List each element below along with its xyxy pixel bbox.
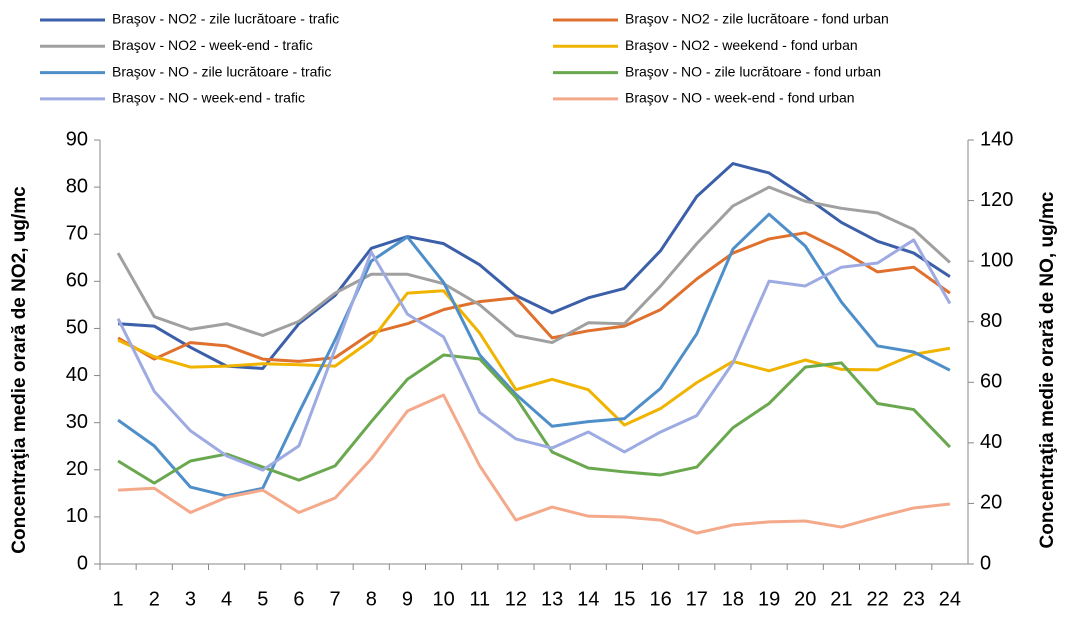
x-tick-label: 15 [613,588,635,610]
legend-label: Braşov - NO - zile lucrătoare - fond urb… [625,63,881,79]
legend-label: Braşov - NO - week-end - fond urban [625,90,855,106]
x-tick-label: 12 [505,588,527,610]
series-line [117,289,951,427]
series-line [116,185,951,345]
x-tick-label: 13 [541,588,563,610]
y-axis-title: Concentraţia medie orară de NO2, ug/mc [9,186,30,554]
x-tick-label: 23 [903,588,925,610]
legend-label: Braşov - NO - zile lucrătoare - trafic [112,63,331,79]
x-tick-label: 7 [330,588,341,610]
y2-tick-label: 100 [980,249,1013,271]
series-line [117,231,951,363]
legend-label: Braşov - NO - week-end - trafic [112,90,305,106]
y-tick-label: 60 [66,270,88,292]
y-tick-label: 90 [66,128,88,150]
x-tick-label: 17 [686,588,708,610]
y-tick-label: 70 [66,223,88,245]
y-tick-label: 20 [66,458,88,480]
legend-label: Braşov - NO2 - week-end - trafic [112,37,313,53]
y2-tick-label: 0 [980,552,991,574]
y2-tick-label: 120 [980,189,1013,211]
x-tick-label: 20 [794,588,816,610]
y-tick-label: 80 [66,175,88,197]
x-tick-label: 9 [402,588,413,610]
x-tick-label: 11 [469,588,490,610]
x-tick-label: 22 [866,588,888,610]
series-line [117,162,951,370]
legend-label: Braşov - NO2 - weekend - fond urban [625,37,858,53]
y2-tick-label: 80 [980,310,1002,332]
x-tick-label: 14 [577,588,599,610]
x-tick-label: 6 [293,588,304,610]
x-tick-label: 24 [939,588,961,610]
y2-tick-label: 140 [980,128,1013,150]
x-tick-label: 5 [257,588,268,610]
y-tick-label: 40 [66,364,88,386]
legend-label: Braşov - NO2 - zile lucrătoare - fond ur… [625,11,889,27]
y2-tick-label: 40 [980,431,1002,453]
legend-label: Braşov - NO2 - zile lucrătoare - trafic [112,11,339,27]
x-tick-label: 3 [185,588,196,610]
y-tick-label: 50 [66,317,88,339]
x-tick-label: 18 [722,588,744,610]
x-tick-label: 2 [149,588,160,610]
series-line [117,353,951,485]
y2-tick-label: 20 [980,492,1002,514]
series-line [117,212,951,498]
y-tick-label: 30 [66,411,88,433]
x-tick-label: 8 [366,588,377,610]
x-tick-label: 10 [432,588,454,610]
x-tick-label: 21 [830,588,852,610]
y-tick-label: 0 [77,552,88,574]
series-line [116,238,952,472]
x-tick-label: 1 [113,588,124,610]
y-tick-label: 10 [66,505,88,527]
x-tick-label: 4 [221,588,232,610]
x-tick-label: 16 [649,588,671,610]
x-tick-label: 19 [758,588,780,610]
series-line [118,393,951,535]
y2-tick-label: 60 [980,371,1002,393]
y2-axis-title: Concentraţia medie orară de NO, ug/mc [1037,191,1058,548]
